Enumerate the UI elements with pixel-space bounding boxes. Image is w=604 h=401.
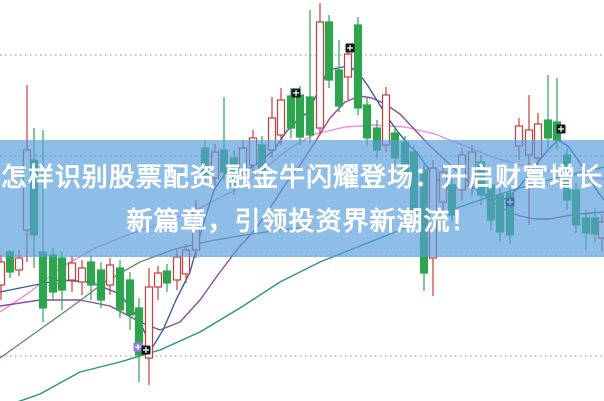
event-marker-cross [293,90,299,96]
candle-body-up [144,286,154,359]
candle-body-down [295,94,305,138]
headline-line-2: 新篇章，引领投资界新潮流！ [126,205,478,236]
headline-banner: 怎样识别股票配资 融金牛闪耀登场：开启财富增长 新篇章，引领投资界新潮流！ [0,140,604,257]
candle-body-down [125,279,135,316]
candle-body-down [543,119,553,139]
candle-body-down [96,269,106,301]
event-marker-cross [143,347,149,353]
event-marker-cross [347,45,353,51]
event-marker-cross [135,344,141,350]
candle-body-down [48,254,58,293]
candle-body-down [57,257,67,291]
candle-body-up [105,264,115,286]
candle-body-up [0,261,6,286]
candle-body-down [286,95,296,129]
candle-body-up [153,272,163,288]
candle-body-down [134,307,144,356]
candle-body-up [343,53,353,78]
candle-body-down [353,24,363,109]
candle-body-down [305,96,315,136]
candle-body-down [334,69,344,107]
candle-body-down [362,104,372,139]
candle-body-down [115,267,125,311]
candle-body-up [381,94,391,146]
candle-body-up [77,267,87,283]
candle-body-up [276,99,286,136]
candle-body-down [162,270,172,284]
candle-body-up [172,256,182,281]
candle-body-up [14,257,24,271]
candle-body-down [38,251,48,309]
event-marker-cross [558,126,564,132]
candle-body-down [86,261,96,286]
candle-body-down [324,21,334,81]
candle-body-up [67,262,77,281]
headline-line-1: 怎样识别股票配资 融金牛闪耀登场：开启财富增长 [0,161,604,192]
candle-body-up [315,21,325,129]
